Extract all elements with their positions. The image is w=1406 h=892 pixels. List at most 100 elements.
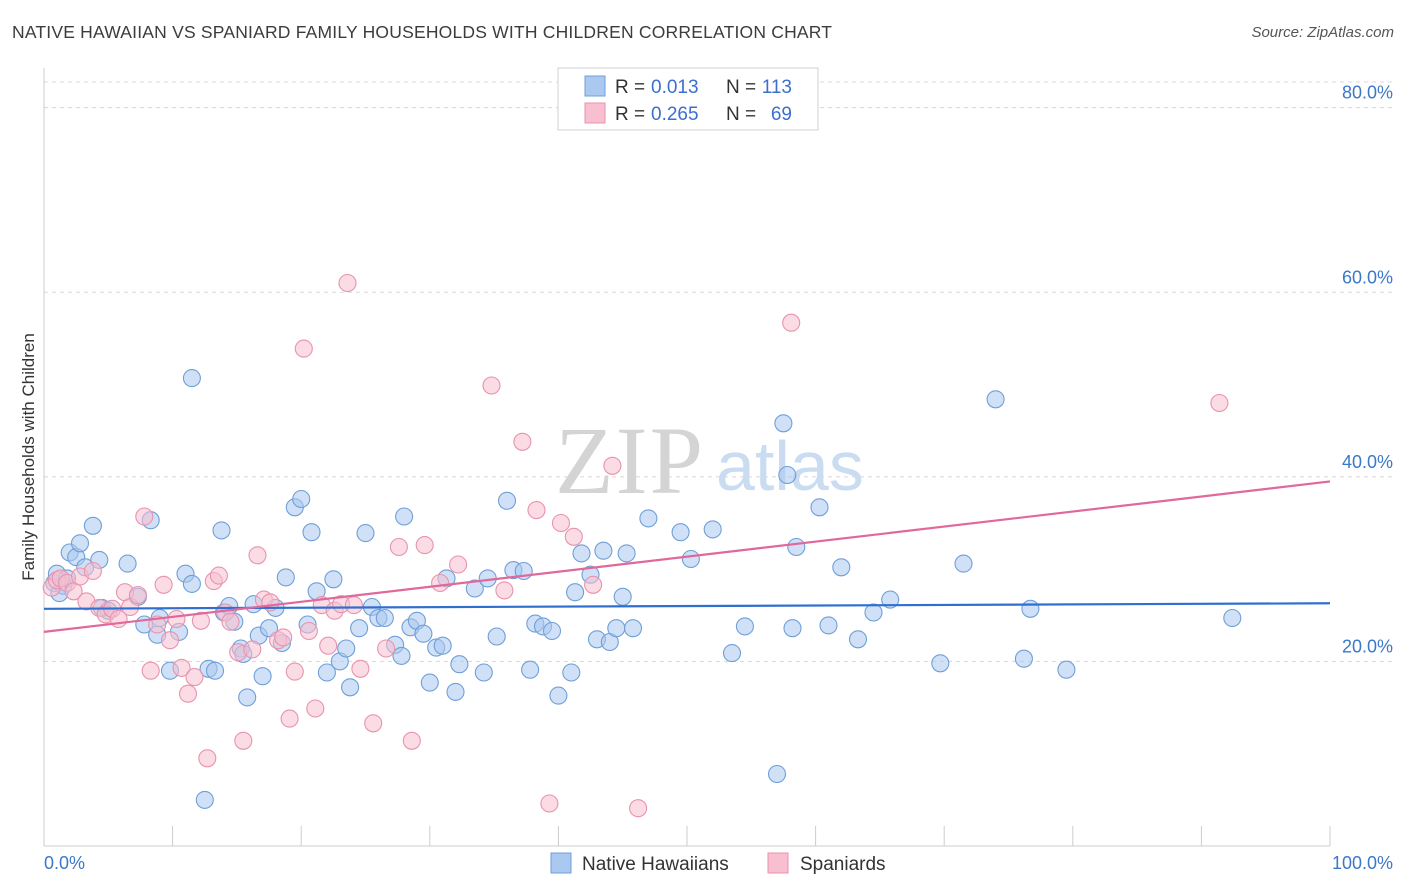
- spaniard-trend-line: [43, 480, 1331, 633]
- spaniard-point-38: [280, 709, 299, 728]
- native-hawaiian-point-108: [931, 654, 950, 673]
- legend-r-label-1: R =: [615, 77, 645, 98]
- spaniard-point-22: [178, 684, 198, 703]
- legend-n-label-1: N =: [726, 77, 756, 98]
- spaniard-point-21: [172, 658, 191, 677]
- native-hawaiian-point-109: [954, 554, 973, 573]
- spaniard-point-37: [274, 628, 293, 647]
- spaniard-point-67: [782, 313, 801, 332]
- bottom-legend-spaniards: Spaniards: [800, 854, 886, 875]
- spaniard-point-55: [431, 573, 450, 593]
- spaniard-point-54: [415, 536, 434, 555]
- native-hawaiian-point-100: [783, 619, 802, 638]
- native-hawaiian-point-111: [1014, 649, 1033, 668]
- native-hawaiian-point-85: [594, 541, 613, 560]
- native-hawaiian-point-36: [253, 667, 272, 686]
- native-hawaiian-point-110: [986, 390, 1005, 409]
- spaniard-point-31: [234, 731, 253, 750]
- native-hawaiian-point-75: [521, 660, 540, 679]
- native-hawaiian-point-89: [617, 544, 636, 563]
- spaniard-point-63: [564, 527, 583, 546]
- points-layer: [42, 273, 1242, 818]
- spaniard-point-39: [285, 662, 304, 681]
- native-hawaiian-point-47: [324, 570, 343, 589]
- spaniard-point-25: [198, 749, 217, 768]
- spaniard-point-27: [209, 566, 228, 585]
- native-hawaiian-point-93: [681, 549, 700, 569]
- legend-r-value-2: 0.265: [651, 104, 699, 125]
- spaniard-point-19: [160, 631, 180, 650]
- y-tick-label-20: 20.0%: [1342, 636, 1393, 656]
- native-hawaiian-point-99: [778, 465, 797, 485]
- native-hawaiian-point-49: [337, 639, 356, 658]
- legend-r-label-2: R =: [615, 104, 645, 125]
- spaniard-point-57: [482, 376, 501, 395]
- legend-swatch-native-hawaiians: [584, 75, 606, 97]
- native-hawaiian-point-98: [774, 414, 793, 433]
- spaniard-point-47: [338, 273, 357, 293]
- spaniard-point-40: [294, 339, 313, 358]
- native-hawaiian-point-87: [607, 619, 626, 638]
- spaniard-point-15: [135, 507, 154, 526]
- spaniard-point-41: [299, 621, 318, 641]
- native-hawaiian-point-42: [292, 489, 311, 509]
- x-tick-label-max: 100.0%: [1332, 853, 1393, 873]
- spaniard-point-59: [513, 432, 532, 451]
- y-axis-label: Family Households with Children: [19, 333, 38, 581]
- chart-source: Source: ZipAtlas.com: [1251, 24, 1394, 41]
- native-hawaiian-point-24: [195, 790, 214, 809]
- legend-n-value-1: 113: [762, 77, 792, 98]
- native-hawaiian-point-82: [572, 544, 591, 563]
- native-hawaiian-point-104: [832, 558, 851, 577]
- y-tick-label-80: 80.0%: [1342, 83, 1393, 103]
- native-hawaiian-point-95: [722, 644, 742, 663]
- spaniard-point-62: [551, 513, 571, 533]
- bottom-legend: Native Hawaiians Spaniards: [550, 852, 886, 875]
- native-hawaiian-point-52: [356, 524, 375, 543]
- bottom-legend-swatch-spaniards: [767, 852, 789, 874]
- legend-box: R = 0.013 N = 113 R = 0.265 N = 69: [557, 67, 819, 131]
- spaniard-point-56: [449, 555, 468, 574]
- native-hawaiian-point-106: [864, 603, 883, 622]
- spaniard-point-60: [527, 501, 546, 520]
- native-hawaiian-point-26: [205, 661, 225, 680]
- native-hawaiian-point-22: [182, 369, 201, 388]
- native-hawaiian-point-105: [848, 630, 868, 649]
- native-hawaiian-point-9: [83, 516, 102, 535]
- native-hawaiian-point-13: [118, 554, 137, 573]
- native-hawaiian-point-102: [810, 498, 829, 517]
- native-hawaiian-point-55: [375, 608, 394, 628]
- spaniard-point-61: [540, 794, 559, 813]
- spaniard-point-29: [221, 612, 240, 631]
- native-hawaiian-point-80: [562, 663, 581, 682]
- watermark-atlas: atlas: [716, 427, 864, 505]
- native-hawaiian-point-57: [392, 646, 411, 665]
- native-hawaiian-point-46: [317, 663, 336, 682]
- spaniard-point-64: [584, 575, 603, 594]
- trend-layer: [43, 480, 1331, 633]
- native-hawaiian-point-114: [1223, 608, 1242, 628]
- spaniard-point-14: [128, 585, 147, 605]
- spaniard-point-18: [154, 575, 173, 594]
- x-tick-label-min: 0.0%: [44, 853, 85, 873]
- native-hawaiian-point-112: [1021, 599, 1040, 618]
- native-hawaiian-point-40: [276, 568, 295, 587]
- native-hawaiian-point-66: [446, 682, 465, 701]
- bottom-legend-native-hawaiians: Native Hawaiians: [582, 854, 729, 875]
- native-hawaiian-point-103: [819, 616, 838, 635]
- native-hawaiian-point-27: [212, 521, 231, 540]
- native-hawaiian-point-68: [465, 579, 484, 598]
- spaniard-point-51: [377, 639, 396, 658]
- native-hawaiian-point-101: [787, 537, 806, 557]
- spaniard-point-42: [306, 699, 325, 718]
- legend-n-value-2: 69: [771, 104, 792, 125]
- x-tick-marks: [172, 826, 1331, 846]
- native-hawaiian-point-67: [450, 655, 469, 674]
- native-hawaiian-point-23: [182, 574, 201, 593]
- native-hawaiian-point-107: [881, 590, 900, 609]
- native-hawaiian-point-58: [395, 507, 414, 526]
- y-tick-label-40: 40.0%: [1342, 452, 1393, 472]
- native-hawaiian-point-91: [639, 509, 658, 528]
- native-hawaiian-point-61: [414, 624, 433, 643]
